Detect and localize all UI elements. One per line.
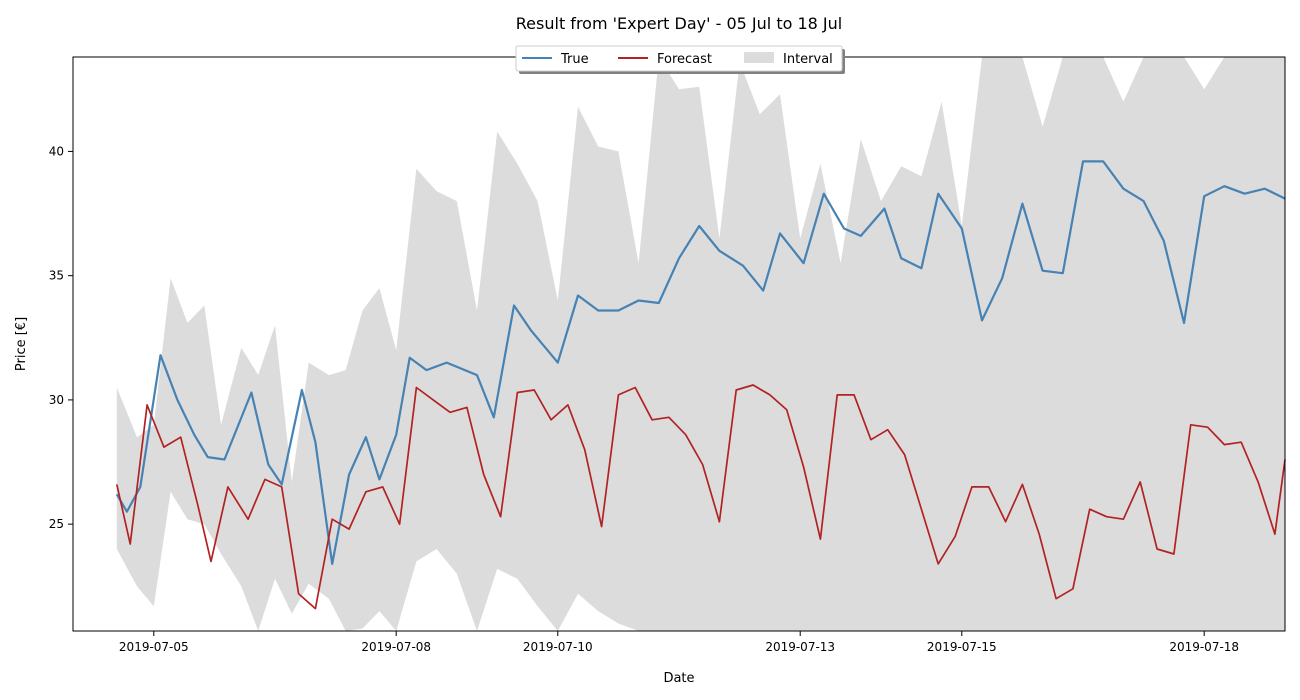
x-tick-label: 2019-07-18 (1169, 640, 1239, 654)
y-tick-label: 30 (49, 393, 64, 407)
series-line-forecast (115, 384, 1286, 610)
legend-swatch-interval (744, 52, 774, 63)
interval-band-layer (116, 57, 1285, 631)
legend-label-true: True (560, 52, 589, 67)
x-tick-label: 2019-07-05 (119, 640, 189, 654)
y-axis-title: Price [€] (14, 317, 29, 371)
x-tick-label: 2019-07-13 (765, 640, 835, 654)
y-tick-label: 40 (49, 144, 64, 158)
chart-title: Result from 'Expert Day' - 05 Jul to 18 … (516, 14, 842, 33)
y-tick-label: 35 (49, 269, 64, 283)
legend: True Forecast Interval (515, 45, 845, 74)
series-line-true (115, 160, 1286, 566)
x-tick-label: 2019-07-08 (361, 640, 431, 654)
legend-label-forecast: Forecast (657, 52, 712, 67)
x-tick-label: 2019-07-15 (927, 640, 997, 654)
x-axis-title: Date (663, 671, 694, 686)
x-tick-label: 2019-07-10 (523, 640, 593, 654)
interval-band (116, 57, 1285, 631)
y-tick-label: 25 (49, 517, 64, 531)
series-layer (115, 160, 1286, 610)
legend-label-interval: Interval (783, 52, 833, 67)
x-axis: 2019-07-05 2019-07-08 2019-07-10 2019-07-13… (119, 631, 1239, 654)
y-axis: 25 30 35 40 (49, 144, 73, 531)
